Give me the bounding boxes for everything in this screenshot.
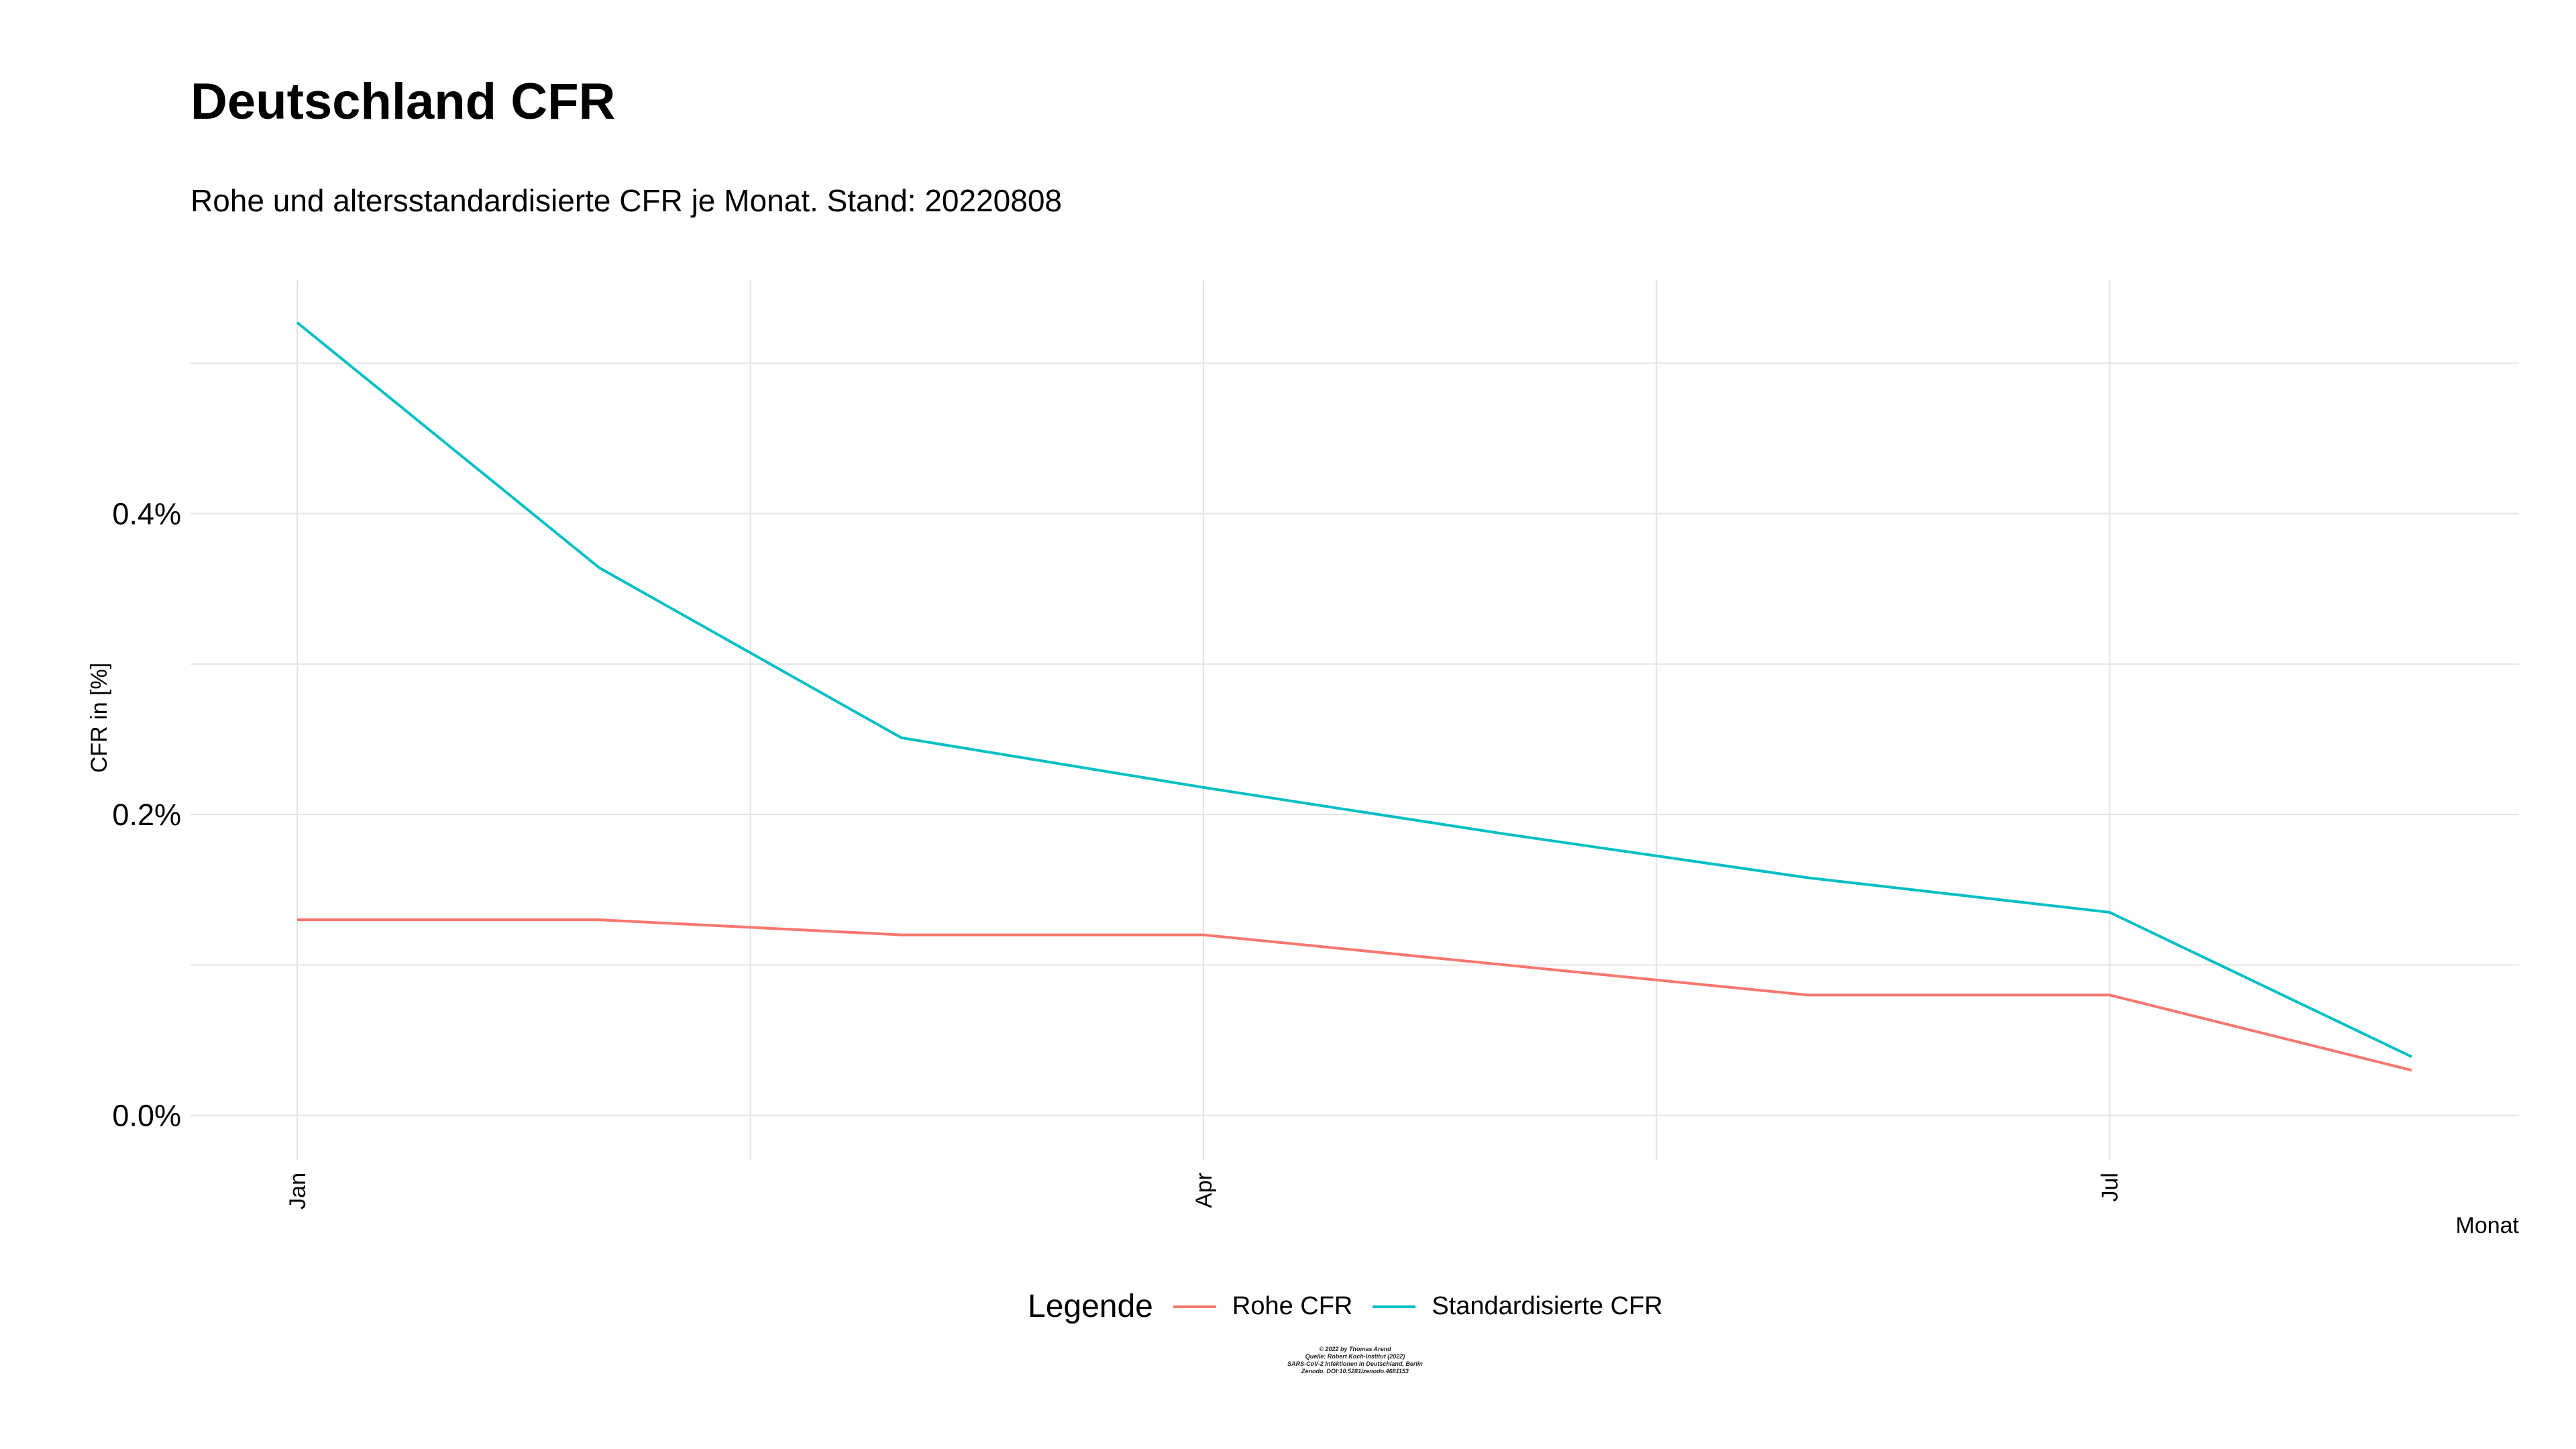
legend-key-standardisierte-cfr [1373, 1305, 1416, 1308]
caption-line: Quelle: Robert Koch-Institut (2022) [1305, 1353, 1405, 1360]
y-tick-label: 0.4% [112, 497, 181, 531]
x-tick-label: Apr [1191, 1173, 1217, 1208]
chart-title: Deutschland CFR [191, 73, 616, 130]
legend-key-rohe-cfr [1173, 1305, 1216, 1308]
x-tick-label: Jul [2098, 1173, 2123, 1201]
series-line-rohe-cfr [297, 918, 2412, 1072]
legend-item-standardisierte-cfr: Standardisierte CFR [1373, 1292, 1663, 1321]
chart-subtitle: Rohe und altersstandardisierte CFR je Mo… [191, 183, 1063, 218]
caption-line: © 2022 by Thomas Arend [1319, 1346, 1391, 1352]
legend-label: Standardisierte CFR [1432, 1292, 1663, 1320]
y-axis-title: CFR in [%] [87, 663, 112, 773]
x-axis-title: Monat [2456, 1213, 2520, 1238]
grid-lines [191, 280, 2519, 1161]
series-line-standardisierte-cfr [296, 321, 2412, 1059]
source-caption: © 2022 by Thomas Arend Quelle: Robert Ko… [1120, 1346, 1590, 1375]
caption-line: SARS-CoV-2 Infektionen in Deutschland, B… [1287, 1360, 1423, 1367]
y-tick-label: 0.0% [112, 1099, 181, 1133]
y-axis-ticks: 0.0% 0.2% 0.4% [112, 497, 181, 1133]
x-axis-ticks: Jan Apr Jul [285, 1173, 2123, 1210]
y-tick-label: 0.2% [112, 798, 181, 832]
series-lines [296, 321, 2412, 1072]
legend-item-rohe-cfr: Rohe CFR [1173, 1292, 1353, 1321]
x-tick-label: Jan [285, 1173, 311, 1210]
legend-title: Legende [1028, 1289, 1153, 1324]
legend: Legende Rohe CFR Standardisierte CFR [1028, 1288, 1683, 1325]
legend-label: Rohe CFR [1232, 1292, 1353, 1320]
caption-line: Zenodo. DOI:10.5281/zenodo.4681153 [1301, 1368, 1409, 1375]
